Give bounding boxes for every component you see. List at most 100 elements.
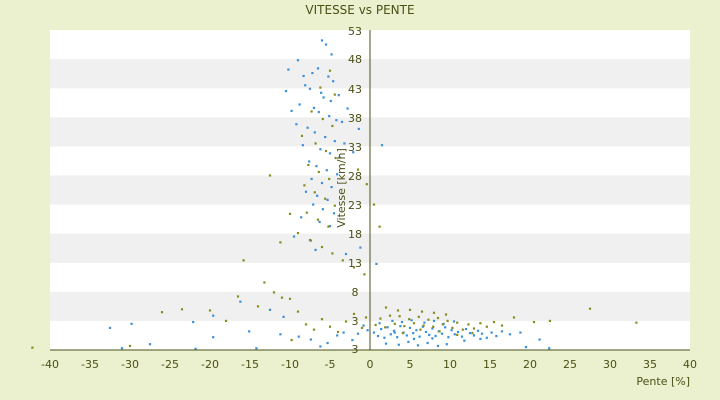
data-point-blue (330, 53, 333, 56)
data-point-olive (313, 191, 316, 194)
data-point-olive (548, 319, 552, 323)
x-tick-label: -20 (201, 358, 219, 371)
data-point-olive (334, 156, 337, 160)
data-point-blue (295, 123, 298, 126)
data-point-olive (296, 231, 300, 235)
data-point-olive (356, 168, 360, 171)
data-point-olive (374, 323, 377, 327)
y-tick-label: 48 (348, 53, 362, 66)
data-point-olive (324, 197, 327, 200)
data-point-olive (401, 332, 404, 335)
data-point-olive (310, 110, 313, 113)
data-point-olive (180, 308, 184, 311)
data-point-blue (421, 325, 424, 328)
data-point-olive (280, 296, 284, 299)
data-point-olive (444, 313, 448, 316)
data-point-blue (463, 339, 466, 342)
data-point-blue (332, 80, 335, 83)
data-point-blue (372, 331, 376, 334)
data-point-blue (450, 329, 453, 332)
data-point-olive (304, 323, 308, 326)
data-point-blue (356, 332, 360, 335)
data-point-olive (467, 323, 470, 326)
data-point-blue (380, 327, 383, 331)
data-point-blue (298, 103, 301, 106)
data-point-blue (302, 74, 305, 78)
data-point-olive (427, 318, 430, 321)
x-tick-label: 10 (443, 358, 457, 371)
data-point-blue (287, 68, 290, 71)
data-point-blue (362, 324, 365, 327)
data-point-blue (418, 335, 421, 338)
data-point-blue (393, 331, 396, 334)
data-point-blue (344, 252, 348, 256)
data-point-blue (410, 319, 413, 322)
data-point-olive (331, 124, 334, 128)
data-point-olive (419, 328, 422, 331)
x-tick-label: -30 (121, 358, 139, 371)
data-point-blue (322, 96, 325, 99)
data-point-blue (548, 347, 551, 350)
x-tick-label: 0 (367, 358, 374, 371)
data-point-blue (317, 110, 320, 114)
data-point-blue (338, 156, 341, 159)
data-point-blue (416, 344, 420, 347)
x-tick-label: 15 (483, 358, 497, 371)
data-point-olive (307, 163, 310, 167)
data-point-blue (308, 87, 312, 90)
data-point-olive (224, 319, 228, 323)
data-point-blue (375, 262, 378, 265)
x-tick-label: 35 (643, 358, 657, 371)
data-point-blue (328, 152, 332, 155)
data-point-blue (444, 326, 447, 329)
data-point-olive (384, 326, 387, 329)
data-point-blue (290, 109, 293, 112)
data-point-blue (468, 332, 472, 335)
data-point-blue (279, 333, 282, 336)
data-point-blue (412, 337, 416, 341)
data-point-olive (352, 312, 356, 316)
data-point-blue (500, 330, 504, 333)
data-point-blue (329, 99, 332, 103)
data-point-blue (268, 308, 272, 311)
data-point-blue (452, 320, 456, 323)
data-point-olive (341, 259, 344, 262)
data-point-blue (319, 148, 322, 151)
data-point-blue (318, 220, 321, 224)
data-point-olive (321, 117, 324, 121)
y-tick-label: 13 (348, 257, 362, 270)
data-point-blue (508, 333, 512, 336)
data-point-blue (212, 314, 215, 317)
data-point-olive (328, 177, 331, 181)
data-point-olive (268, 174, 272, 177)
data-point-blue (212, 336, 215, 339)
data-point-blue (255, 347, 258, 350)
data-point-blue (324, 43, 328, 46)
y-tick-label: 3 (352, 315, 359, 328)
data-point-blue (453, 333, 456, 336)
data-point-olive (160, 311, 164, 314)
data-point-olive (296, 310, 300, 313)
data-point-olive (472, 327, 476, 330)
data-point-blue (424, 330, 428, 334)
data-point-blue (326, 341, 329, 345)
data-point-olive (398, 315, 401, 318)
data-point-olive (451, 326, 454, 329)
data-point-blue (327, 75, 330, 78)
data-point-olive (436, 316, 440, 320)
data-point-blue (407, 340, 410, 343)
data-point-blue (314, 248, 317, 252)
data-point-blue (399, 325, 402, 328)
data-point-blue (495, 334, 498, 338)
data-point-blue (311, 71, 314, 75)
data-point-blue (405, 334, 408, 337)
data-point-olive (314, 142, 317, 145)
data-point-blue (306, 126, 309, 129)
data-point-blue (434, 334, 437, 338)
data-point-olive (320, 318, 324, 321)
data-point-blue (431, 337, 434, 340)
data-point-blue (386, 326, 389, 329)
data-point-olive (408, 308, 412, 311)
data-point-olive (303, 184, 306, 187)
